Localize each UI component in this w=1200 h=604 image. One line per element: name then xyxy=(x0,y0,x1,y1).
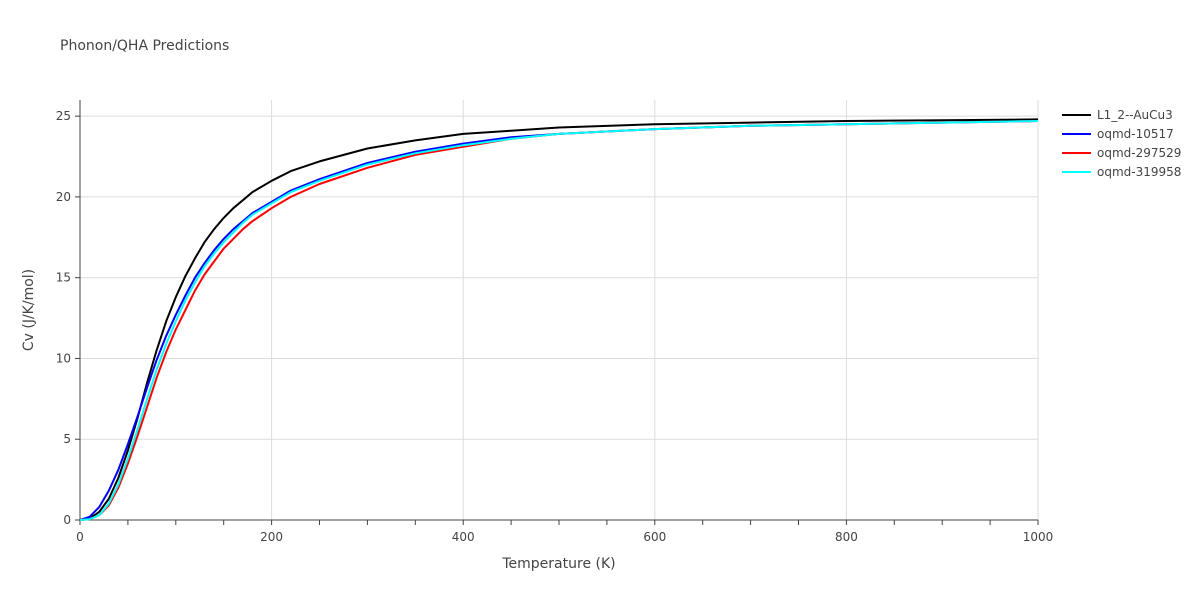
x-tick-label: 200 xyxy=(260,530,283,544)
x-tick-label: 600 xyxy=(643,530,666,544)
x-tick-label: 800 xyxy=(835,530,858,544)
y-tick-label: 5 xyxy=(63,432,71,446)
legend-label: oqmd-297529 xyxy=(1097,146,1181,160)
x-tick-label: 0 xyxy=(76,530,84,544)
series-line-0 xyxy=(79,118,1039,521)
y-tick-label: 10 xyxy=(56,351,71,365)
x-tick-label: 1000 xyxy=(1023,530,1054,544)
x-tick-label: 400 xyxy=(452,530,475,544)
legend-label: L1_2--AuCu3 xyxy=(1097,108,1173,122)
axes: 0 200 400 600 800 1000 0 5 10 15 20 25 xyxy=(56,100,1054,544)
series-line-3 xyxy=(79,120,1039,521)
legend-label: oqmd-319958 xyxy=(1097,165,1181,179)
chart-title: Phonon/QHA Predictions xyxy=(60,38,229,54)
y-tick-label: 25 xyxy=(56,109,71,123)
y-axis-label: Cv (J/K/mol) xyxy=(21,269,37,351)
y-tick-label: 20 xyxy=(56,190,71,204)
legend: L1_2--AuCu3 oqmd-10517 oqmd-297529 oqmd-319… xyxy=(1062,108,1181,179)
grid xyxy=(80,100,1039,520)
x-axis-label: Temperature (K) xyxy=(501,556,615,572)
series-line-2 xyxy=(79,120,1039,521)
legend-label: oqmd-10517 xyxy=(1097,127,1174,141)
series-layer xyxy=(79,118,1039,521)
y-tick-label: 15 xyxy=(56,271,71,285)
y-tick-label: 0 xyxy=(63,513,71,527)
series-line-1 xyxy=(79,120,1039,521)
